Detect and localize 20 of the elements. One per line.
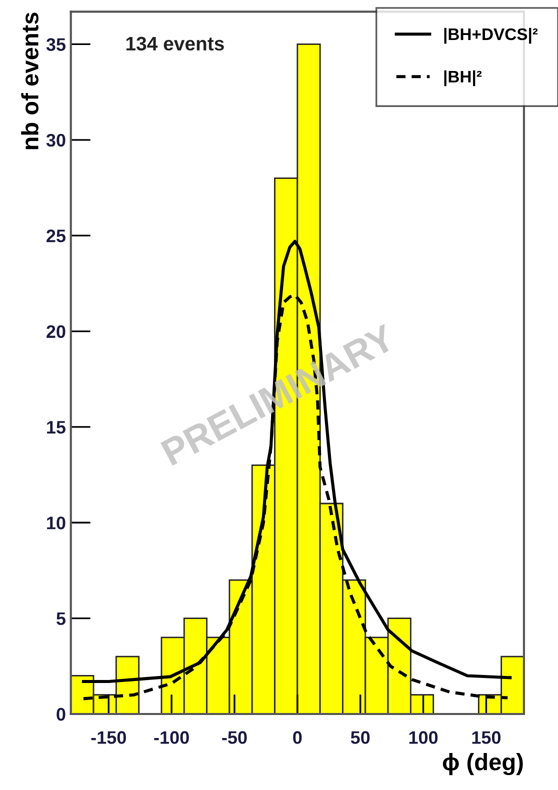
y-tick-label: 0	[56, 708, 66, 721]
x-tick-label: -100	[154, 731, 189, 744]
y-tick-label: 5	[56, 612, 66, 626]
legend-label: |BH|²	[444, 70, 482, 86]
x-tick-label: 0	[293, 731, 302, 744]
x-tick-label: 50	[350, 731, 370, 744]
x-tick-label: 150	[472, 731, 501, 744]
y-axis-title: nb of events	[21, 12, 38, 150]
x-tick-label: -150	[91, 731, 126, 744]
y-tick-label: 35	[46, 38, 66, 51]
y-tick-label: 10	[47, 516, 66, 530]
y-tick-label: 20	[46, 325, 66, 338]
annotation: 134 events	[126, 36, 224, 51]
legend-label: |BH+DVCS|²	[444, 28, 538, 44]
y-tick-label: 15	[47, 421, 66, 434]
x-axis-title: ϕ (deg)	[442, 753, 523, 776]
y-tick-label: 25	[46, 230, 66, 242]
x-tick-label: 100	[409, 731, 438, 744]
y-tick-label: 30	[46, 134, 66, 147]
x-tick-label: -50	[222, 731, 247, 744]
